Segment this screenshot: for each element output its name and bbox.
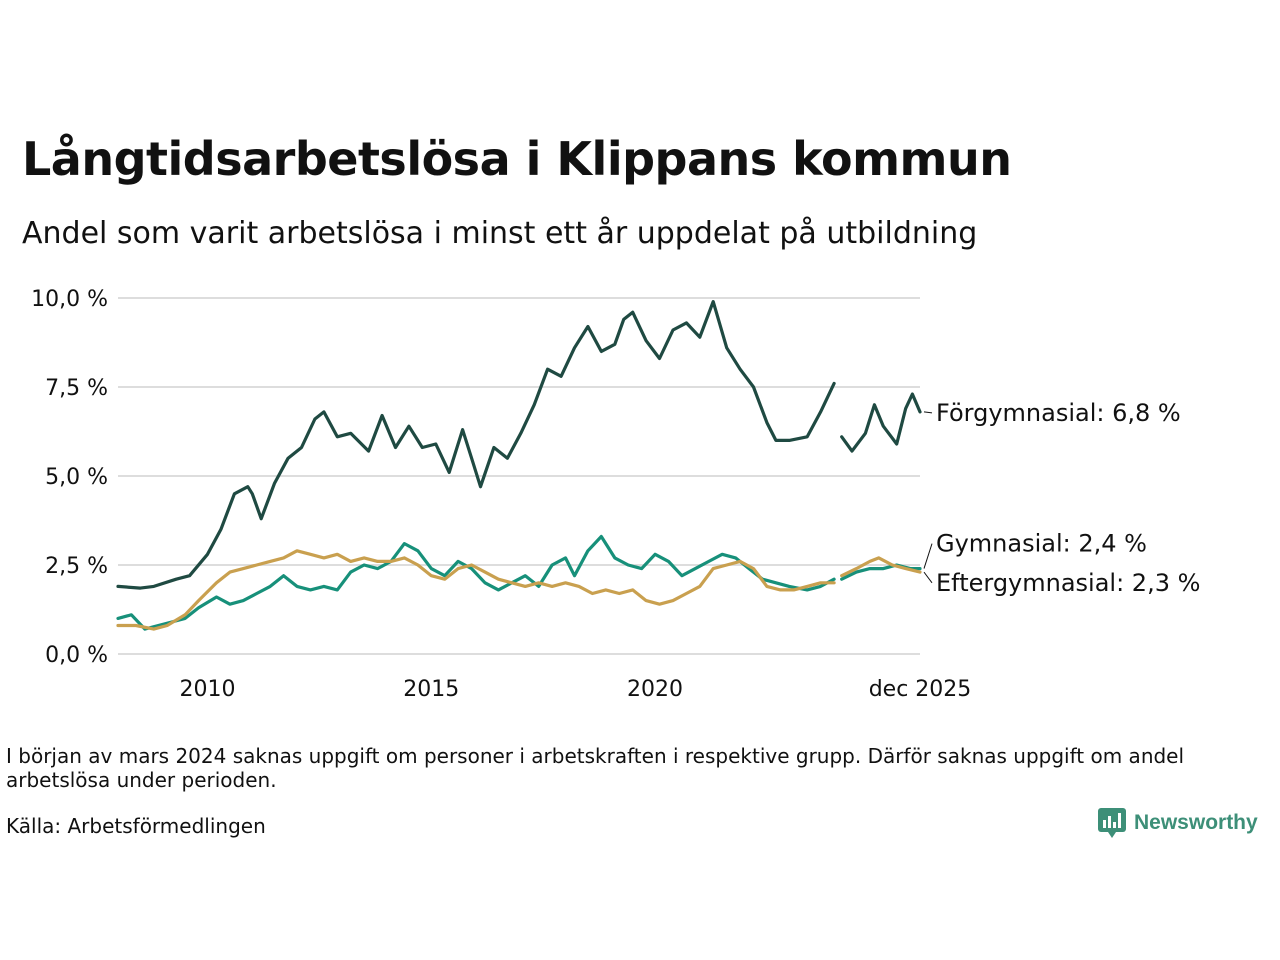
- newsworthy-logo-icon: [1098, 808, 1126, 838]
- brand-name: Newsworthy: [1134, 811, 1258, 834]
- series-end-label: Förgymnasial: 6,8 %: [936, 399, 1181, 427]
- chart-subtitle: Andel som varit arbetslösa i minst ett å…: [22, 216, 978, 251]
- series-line-eftergymnasial: [116, 549, 836, 631]
- source-text: Källa: Arbetsförmedlingen: [6, 814, 266, 838]
- leader-line: [923, 411, 933, 414]
- series-line-förgymnasial: [840, 392, 922, 453]
- leader-line: [923, 543, 933, 569]
- y-tick-label: 10,0 %: [31, 287, 108, 312]
- chart-title: Långtidsarbetslösa i Klippans kommun: [22, 132, 1012, 186]
- x-tick-label: 2015: [403, 677, 459, 702]
- leader-line: [923, 571, 933, 584]
- y-tick-label: 7,5 %: [45, 376, 108, 401]
- series-line-gymnasial: [840, 563, 922, 581]
- line-chart: 0,0 % 2,5 % 5,0 % 7,5 % 10,0 % 2010 2015 2020 d…: [31, 287, 1200, 702]
- y-tick-label: 2,5 %: [45, 554, 108, 579]
- y-tick-label: 5,0 %: [45, 465, 108, 490]
- footnote: I början av mars 2024 saknas uppgift om …: [6, 744, 1185, 792]
- x-tick-label: 2020: [627, 677, 683, 702]
- series-line-eftergymnasial: [840, 556, 922, 578]
- y-tick-label: 0,0 %: [45, 643, 108, 668]
- series-line-förgymnasial: [116, 300, 836, 590]
- series-line-gymnasial: [116, 534, 836, 631]
- series-end-label: Gymnasial: 2,4 %: [936, 530, 1147, 558]
- x-tick-label: dec 2025: [869, 677, 972, 702]
- brand-logo: Newsworthy: [1098, 808, 1258, 838]
- x-tick-label: 2010: [180, 677, 236, 702]
- series-end-label: Eftergymnasial: 2,3 %: [936, 569, 1200, 597]
